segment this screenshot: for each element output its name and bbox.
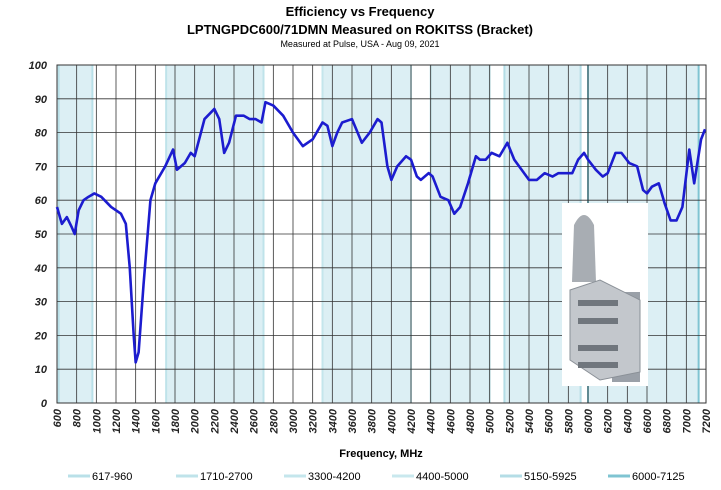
x-tick-label: 4400 [426,408,438,434]
x-tick-label: 1200 [111,408,123,433]
x-tick-label: 3200 [308,408,320,433]
photo-bolt [578,362,618,368]
x-tick-label: 4600 [445,408,457,434]
photo-bolt [578,300,618,306]
y-tick-label: 0 [41,398,48,410]
legend-label: 6000-7125 [632,471,685,483]
legend-label: 1710-2700 [200,471,253,483]
chart-subtitle: LPTNGPDC600/71DMN Measured on ROKITSS (B… [187,22,533,37]
x-tick-label: 6400 [622,408,634,433]
chart-note: Measured at Pulse, USA - Aug 09, 2021 [280,39,439,49]
x-tick-label: 4800 [465,408,477,434]
x-tick-label: 2400 [229,408,241,434]
y-tick-label: 80 [35,128,48,140]
y-tick-label: 30 [35,297,48,309]
product-photo [562,203,648,386]
legend-label: 4400-5000 [416,471,469,483]
x-tick-label: 1800 [170,408,182,433]
x-tick-label: 3800 [367,408,379,433]
x-tick-label: 2800 [268,408,280,434]
y-tick-label: 90 [35,94,48,106]
x-tick-label: 5400 [524,408,536,433]
x-tick-label: 4200 [406,408,418,434]
x-tick-label: 2000 [190,408,202,434]
legend-label: 3300-4200 [308,471,361,483]
x-tick-label: 2600 [249,408,261,434]
x-tick-label: 6800 [662,408,674,433]
x-tick-label: 2200 [209,408,221,434]
chart: Efficiency vs Frequency LPTNGPDC600/71DM… [0,0,721,485]
x-tick-label: 1400 [131,408,143,433]
x-tick-label: 5600 [544,408,556,433]
x-tick-label: 1000 [91,408,103,433]
x-tick-label: 4000 [386,408,398,434]
y-tick-label: 60 [35,195,48,207]
y-tick-label: 40 [34,263,48,275]
y-tick-label: 50 [35,229,48,241]
x-tick-label: 3400 [327,408,339,433]
x-tick-label: 5000 [485,408,497,433]
x-tick-label: 600 [52,408,64,427]
photo-bolt [578,345,618,351]
x-tick-label: 1600 [150,408,162,433]
x-tick-label: 7200 [701,408,713,433]
x-tick-label: 5800 [563,408,575,433]
x-tick-label: 800 [72,408,84,427]
x-tick-label: 3000 [288,408,300,433]
photo-bolt [578,318,618,324]
y-tick-label: 70 [35,161,48,173]
legend: 617-960 1710-2700 3300-4200 4400-5000 5150-5… [68,471,685,483]
legend-label: 5150-5925 [524,471,577,483]
y-tick-label: 10 [35,364,48,376]
y-tick-label: 100 [29,60,48,72]
x-tick-label: 5200 [504,408,516,433]
x-tick-label: 3600 [347,408,359,433]
x-tick-label: 6600 [642,408,654,433]
x-axis-label: Frequency, MHz [339,448,423,460]
photo-radome [572,215,596,282]
legend-label: 617-960 [92,471,132,483]
x-tick-label: 6200 [603,408,615,433]
x-tick-label: 6000 [583,408,595,433]
x-tick-label: 7000 [681,408,693,433]
y-tick-label: 20 [34,330,48,342]
chart-title: Efficiency vs Frequency [286,4,436,19]
